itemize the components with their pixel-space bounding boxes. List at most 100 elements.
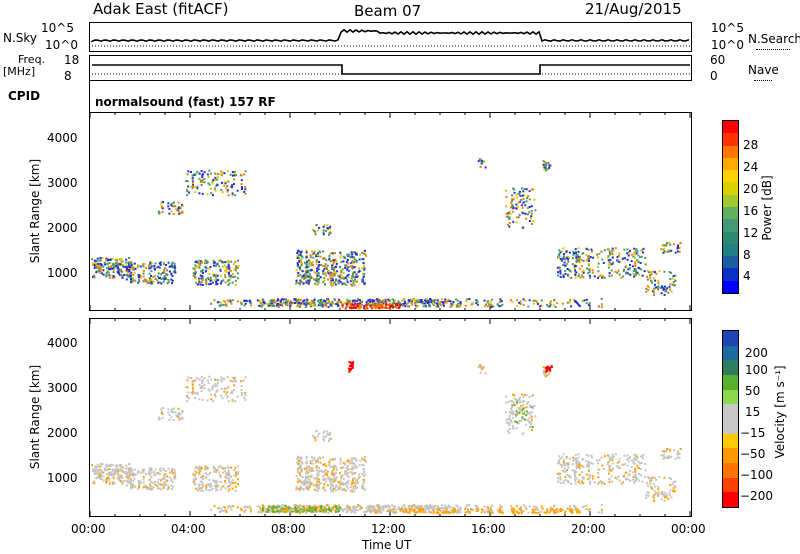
heat-cell [166,274,169,277]
heat-cell [285,298,287,301]
heat-cell [488,510,491,512]
heat-cell [581,471,583,474]
heat-cell [300,486,303,489]
heat-cell [392,508,395,511]
heat-cell [157,416,160,419]
heat-cell [366,510,369,513]
heat-cell [231,281,234,284]
heat-cell [268,505,271,508]
heat-cell [632,270,635,273]
heat-cell [518,190,521,193]
heat-cell [670,455,673,458]
heat-cell [588,259,590,262]
heat-cell [319,304,322,307]
heat-cell [411,303,414,306]
heat-cell [123,471,126,474]
heat-cell [353,299,356,302]
heat-cell [576,254,579,256]
heat-cell [544,166,547,169]
heat-cell [365,460,367,463]
heat-cell [332,279,334,282]
heat-cell [198,378,201,381]
heat-cell [343,282,346,285]
heat-cell [679,448,682,450]
heat-cell [465,299,468,302]
vel-cb-tick-m200: −200 [740,489,773,503]
heat-cell [350,457,353,460]
velocity-ytick-3000: 3000 [47,381,78,395]
heat-cell [534,299,537,302]
heat-cell [335,279,338,282]
heat-cell [120,474,123,477]
heat-cell [522,303,525,306]
heat-cell [138,486,141,489]
heat-cell [270,505,273,508]
heat-cell [367,506,370,509]
heat-cell [337,510,340,513]
heat-cell [459,305,462,308]
heat-cell [272,510,274,513]
heat-cell [634,270,637,273]
heat-cell [513,507,516,510]
heat-cell [372,508,375,511]
heat-cell [314,478,317,481]
heat-cell [608,261,611,264]
heat-cell [598,275,601,278]
heat-cell [209,482,212,485]
heat-cell [616,477,619,480]
heat-cell [222,299,225,302]
heat-cell [348,459,351,462]
heat-cell [506,223,509,226]
heat-cell [229,173,232,176]
heat-cell [240,379,243,382]
heat-cell [304,478,307,481]
heat-cell [130,477,133,480]
heat-cell [350,509,353,512]
heat-cell [108,274,111,277]
heat-cell [354,457,356,460]
heat-cell [481,367,484,370]
heat-cell [222,279,225,282]
heat-cell [194,473,197,476]
heat-cell [296,468,299,470]
heat-cell [298,260,301,263]
heat-cell [571,463,574,466]
heat-cell [345,489,348,492]
heat-cell [273,507,275,510]
heat-cell [269,510,272,513]
heat-cell [369,509,372,512]
heat-cell [585,504,588,507]
heat-cell [625,265,628,268]
heat-cell [199,489,202,492]
heat-cell [526,410,529,413]
heat-cell [633,275,635,278]
heat-cell [270,301,273,304]
heat-cell [301,462,304,465]
heat-cell [618,458,621,461]
heat-cell [453,507,456,510]
heat-cell [159,261,162,264]
heat-cell [624,463,626,466]
heat-cell [296,262,299,264]
heat-cell [631,471,634,474]
heat-cell [585,302,588,305]
heat-cell [328,439,330,442]
heat-cell [211,182,214,185]
heat-cell [649,276,652,279]
heat-cell [172,213,175,215]
heat-cell [149,267,152,270]
heat-cell [581,300,584,302]
heat-cell [345,261,348,264]
heat-cell [528,190,531,193]
heat-cell [641,274,644,277]
heat-cell [645,493,648,496]
heat-cell [574,276,577,279]
heat-cell [94,468,97,471]
heat-cell [133,271,136,274]
heat-cell [171,467,174,470]
heat-cell [159,469,162,472]
heat-cell [636,464,639,467]
heat-cell [587,463,590,466]
heat-cell [203,178,206,181]
heat-cell [553,299,556,302]
